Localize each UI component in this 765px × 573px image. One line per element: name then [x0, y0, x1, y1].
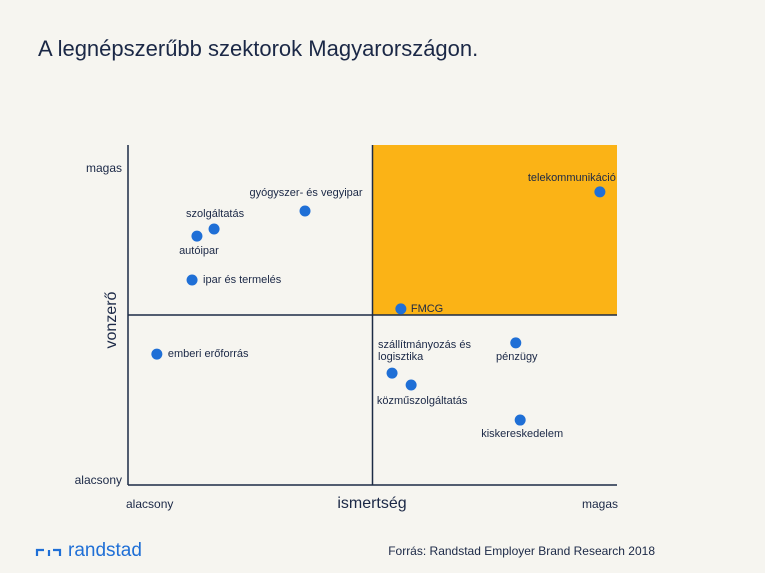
data-point: [386, 367, 398, 379]
data-point: [405, 379, 417, 391]
point-label: gyógyszer- és vegyipar: [249, 187, 362, 199]
data-point: [514, 414, 526, 426]
data-point: [186, 274, 198, 286]
x-tick-label: alacsony: [126, 497, 173, 511]
point-label: kiskereskedelem: [481, 428, 563, 440]
logo-icon: [47, 548, 62, 556]
y-axis-label: vonzerő: [103, 291, 120, 348]
point-label: közműszolgáltatás: [377, 395, 468, 407]
source: Forrás: Randstad Employer Brand Research…: [388, 544, 655, 558]
logo-icon: [35, 548, 44, 556]
data-point: [191, 230, 203, 242]
point-label: emberi erőforrás: [168, 348, 249, 360]
data-point: [594, 186, 606, 198]
point-label: pénzügy: [496, 351, 538, 363]
data-point: [299, 205, 311, 217]
data-point: [151, 348, 163, 360]
data-point: [208, 223, 220, 235]
point-label: telekommunikáció: [528, 172, 616, 184]
highlight-quadrant: [372, 145, 617, 315]
data-point: [510, 337, 522, 349]
brand: randstad: [68, 540, 142, 561]
x-axis-label: ismertség: [337, 495, 406, 512]
y-tick-label: alacsony: [75, 473, 122, 487]
x-tick-label: magas: [582, 497, 618, 511]
point-label: szolgáltatás: [186, 208, 245, 220]
point-label: ipar és termelés: [203, 274, 282, 286]
chart-title: A legnépszerűbb szektorok Magyarországon…: [38, 36, 478, 61]
y-tick-label: magas: [86, 161, 122, 175]
logo: [35, 548, 62, 556]
point-label: autóipar: [179, 245, 219, 257]
point-label: szállítmányozás és logisztika: [378, 339, 471, 363]
point-label: FMCG: [411, 303, 443, 315]
data-point: [395, 303, 407, 315]
